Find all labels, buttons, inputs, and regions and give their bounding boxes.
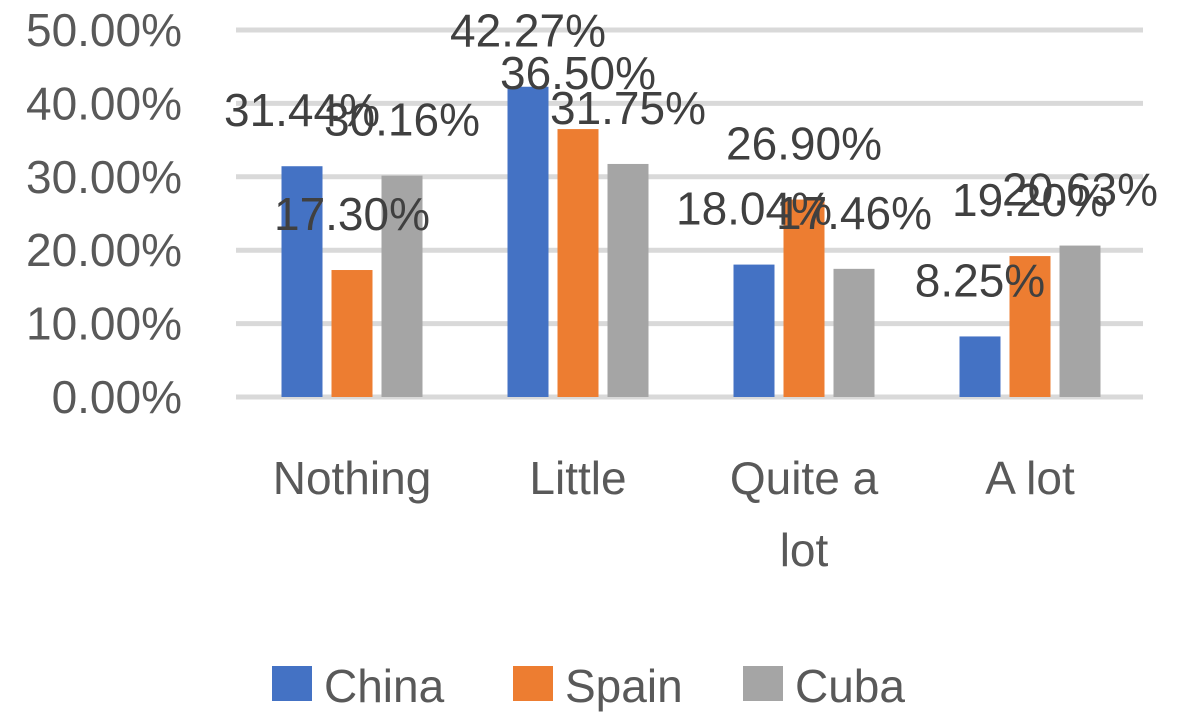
bar-series [281, 86, 1101, 398]
bar-china [507, 86, 549, 398]
legend: China Spain Cuba [272, 660, 905, 712]
category-label: Nothing [273, 452, 432, 504]
category-label: lot [780, 524, 829, 576]
bar-cuba [607, 163, 649, 397]
y-tick-label: 40.00% [26, 77, 182, 129]
data-label: 31.75% [550, 82, 706, 134]
bar-cuba [381, 175, 423, 397]
y-tick-label: 50.00% [26, 4, 182, 56]
y-axis-tick-labels: 0.00% 10.00% 20.00% 30.00% 40.00% 50.00% [26, 4, 182, 423]
bar-china [733, 264, 775, 397]
data-labels: 31.44% 42.27% 18.04% 8.25% 17.30% 36.50% 26.90… [224, 5, 1158, 307]
x-axis-category-labels: Nothing Little Quite a lot A lot [273, 452, 1075, 576]
category-label: Quite a [730, 452, 879, 504]
data-label: 17.30% [274, 188, 430, 240]
data-label: 42.27% [450, 5, 606, 57]
data-label: 18.04% [676, 183, 832, 235]
legend-swatch-china [272, 666, 312, 701]
bar-spain [331, 270, 373, 397]
bar-china [959, 336, 1001, 397]
bar-cuba [1059, 245, 1101, 397]
y-tick-label: 0.00% [52, 371, 182, 423]
data-label: 8.25% [915, 254, 1045, 306]
y-tick-label: 30.00% [26, 151, 182, 203]
bar-spain [557, 129, 599, 397]
data-label: 30.16% [324, 94, 480, 146]
legend-swatch-spain [513, 666, 553, 701]
data-label: 19.20% [952, 174, 1108, 226]
data-label: 20.63% [1002, 164, 1158, 216]
data-label: 17.46% [776, 187, 932, 239]
data-label: 26.90% [726, 118, 882, 170]
bar-cuba [833, 268, 875, 397]
bar-china [281, 166, 323, 397]
data-label: 36.50% [500, 47, 656, 99]
y-tick-label: 20.00% [26, 224, 182, 276]
category-label: Little [529, 452, 626, 504]
data-label: 31.44% [224, 84, 380, 136]
legend-swatch-cuba [743, 666, 783, 701]
legend-label: Spain [565, 660, 683, 712]
bar-spain [783, 199, 825, 397]
legend-label: Cuba [795, 660, 905, 712]
bar-spain [1009, 256, 1051, 397]
category-label: A lot [985, 452, 1075, 504]
legend-label: China [324, 660, 445, 712]
y-tick-label: 10.00% [26, 298, 182, 350]
